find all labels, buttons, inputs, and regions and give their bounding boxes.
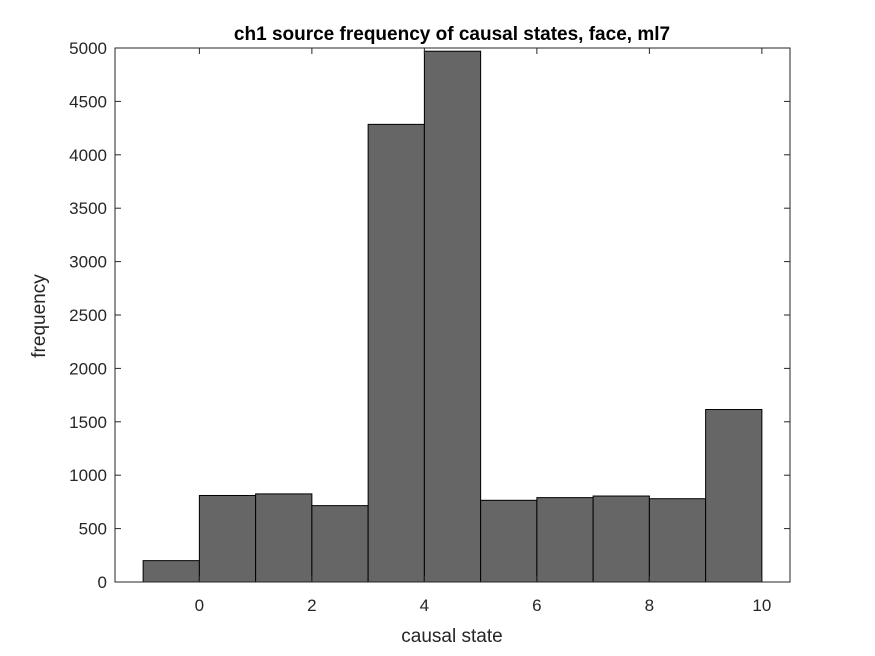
bars-group: [142, 50, 763, 583]
y-tick-label: 1000: [69, 466, 107, 485]
histogram-bar: [198, 494, 257, 583]
y-axis-label: frequency: [29, 274, 50, 358]
chart-title: ch1 source frequency of causal states, f…: [234, 24, 670, 45]
y-tick-label: 4500: [69, 92, 107, 111]
x-tick-label: 8: [645, 596, 654, 615]
histogram-bar: [480, 499, 538, 583]
y-tick-label: 3000: [69, 253, 107, 272]
x-tick-label: 10: [752, 596, 771, 615]
histogram-bar: [142, 560, 200, 583]
x-tick-label: 6: [532, 596, 541, 615]
y-tick-label: 1500: [69, 413, 107, 432]
histogram-bar: [705, 409, 763, 583]
x-tick-label: 2: [307, 596, 316, 615]
y-axis-ticks: 0 500 1000 1500 2000 2500 3000 3500 4000 4500 5000: [69, 39, 790, 592]
y-tick-label: 5000: [69, 39, 107, 58]
y-tick-label: 2500: [69, 306, 107, 325]
histogram-bar: [367, 123, 425, 583]
y-tick-label: 2000: [69, 359, 107, 378]
y-tick-label: 3500: [69, 199, 107, 218]
y-tick-label: 0: [98, 573, 107, 592]
x-tick-label: 4: [420, 596, 429, 615]
histogram-bar: [255, 493, 313, 583]
x-axis-ticks: 0 2 4 6 8 10: [195, 48, 771, 615]
histogram-bar: [311, 505, 369, 583]
histogram-bar: [423, 50, 482, 583]
histogram-bar: [592, 495, 650, 583]
x-tick-label: 0: [195, 596, 204, 615]
x-axis-label: causal state: [401, 626, 502, 647]
histogram-bar: [648, 498, 707, 583]
y-tick-label: 4000: [69, 146, 107, 165]
y-tick-label: 500: [79, 520, 107, 539]
histogram-bar: [536, 497, 594, 583]
